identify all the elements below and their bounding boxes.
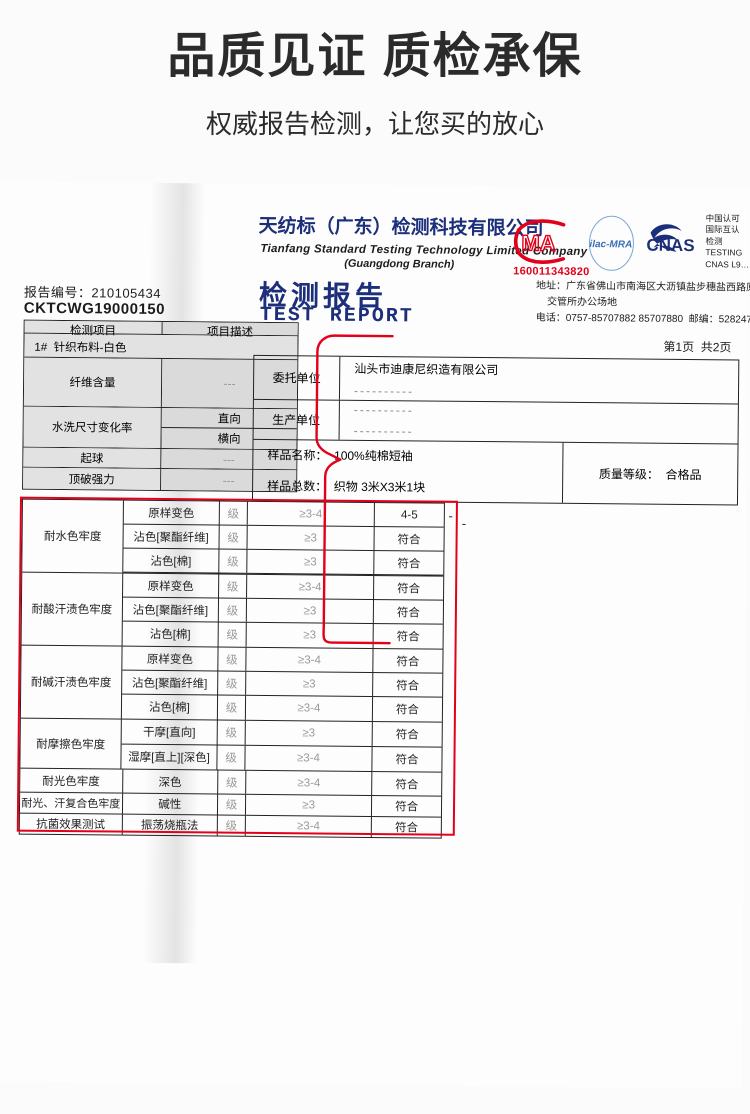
svg-text:MA: MA — [521, 230, 556, 255]
svg-text:CNAS: CNAS — [646, 236, 694, 255]
svg-text:ilac-MRA: ilac-MRA — [589, 239, 632, 250]
